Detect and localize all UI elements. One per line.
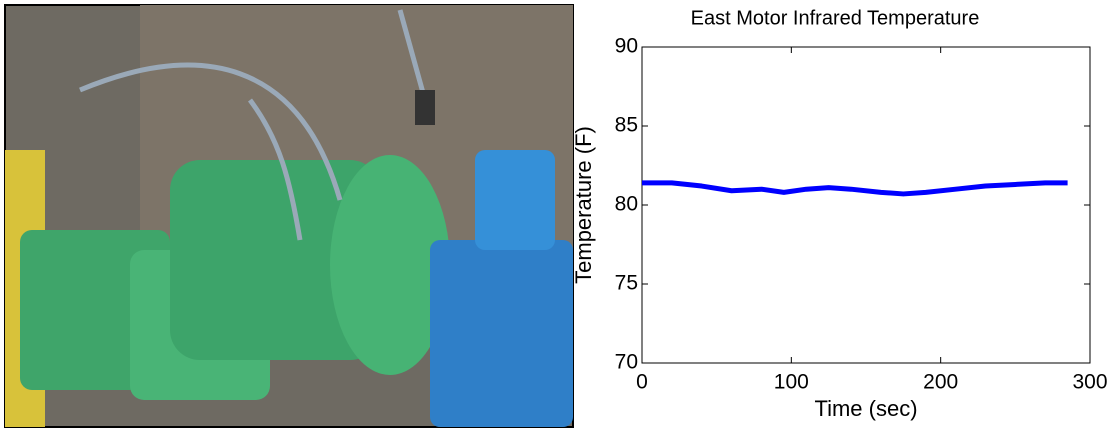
- y-tick-label: 80: [615, 193, 638, 216]
- x-tick-label: 100: [774, 371, 809, 394]
- y-tick-label: 70: [615, 351, 638, 374]
- data-line: [642, 180, 1068, 197]
- x-tick-label: 200: [923, 371, 958, 394]
- pump: [430, 240, 573, 427]
- x-tick-label: 300: [1072, 371, 1107, 394]
- y-tick-label: 75: [615, 272, 638, 295]
- x-tick-label: 0: [636, 371, 648, 394]
- plot-frame: [641, 46, 1091, 364]
- sensor: [415, 90, 435, 125]
- chart-title: East Motor Infrared Temperature: [691, 7, 980, 29]
- y-axis-label: Temperature (F): [571, 126, 596, 284]
- motor-end-cap: [330, 155, 450, 375]
- pump-head: [475, 150, 555, 250]
- y-tick-label: 90: [615, 35, 638, 58]
- chart: East Motor Infrared Temperature Time (se…: [571, 7, 1091, 421]
- y-tick-label: 85: [615, 114, 638, 137]
- cables: [79, 9, 428, 241]
- motor-photo: [4, 4, 574, 428]
- motor-body: [170, 160, 380, 360]
- x-axis-label: Time (sec): [814, 396, 917, 421]
